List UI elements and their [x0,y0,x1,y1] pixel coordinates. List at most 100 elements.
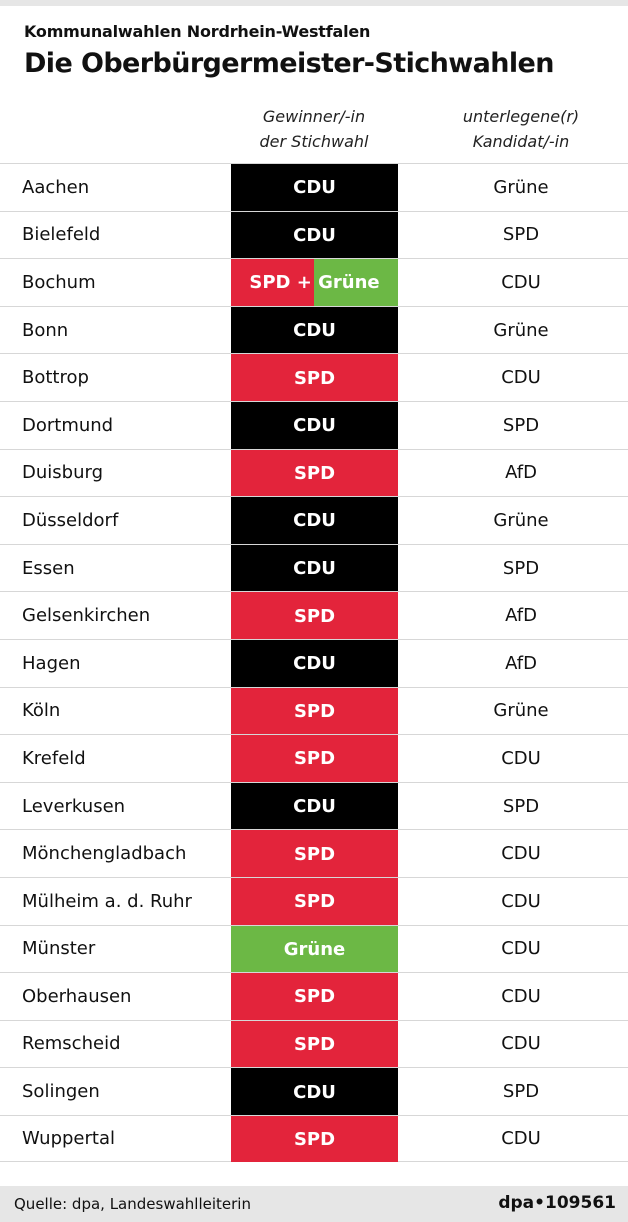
table-row: Hagen CDU AfD [0,638,628,688]
table-row: Köln SPD Grüne [0,686,628,736]
table-row: Remscheid SPD CDU [0,1019,628,1069]
table-row: Münster Grüne CDU [0,924,628,974]
loser-party-label: SPD [502,1081,540,1103]
loser-party-label: CDU [501,843,541,865]
winner-header-line2: der Stichwahl [259,132,369,151]
table-row: Wuppertal SPD CDU [0,1114,628,1163]
city-name: Remscheid [22,1033,121,1055]
winner-header-line1: Gewinner/-in [262,107,366,126]
loser-party-label: Grüne [493,700,549,722]
loser-party-label: SPD [502,414,540,436]
city-name: Bonn [22,319,69,341]
table-row: Dortmund CDU SPD [0,400,628,450]
city-name: Leverkusen [22,795,126,817]
loser-party-label: Grüne [493,176,549,198]
city-name: Mönchengladbach [22,843,187,865]
winner-party-cell: CDU [231,164,398,212]
city-name: Düsseldorf [22,509,119,531]
city-name: Solingen [22,1081,100,1103]
city-name: Köln [22,700,61,722]
loser-party-label: SPD [502,557,540,579]
winner-party-label: SPD + Grüne [249,272,380,294]
city-name: Gelsenkirchen [22,605,151,627]
winner-party-cell: SPD [231,592,398,640]
winner-party-cell: CDU [231,639,398,688]
winner-party-cell: CDU [231,401,398,450]
winner-party-cell: SPD [231,449,398,498]
footer-bar: Quelle: dpa, Landeswahlleiterin dpa•1095… [0,1186,628,1222]
winner-party-cell: SPD [231,973,398,1021]
winner-cell-coalition: SPD + Grüne [231,259,398,307]
winner-party-cell: SPD [231,735,398,783]
loser-party-label: Grüne [493,509,549,531]
table-row: Mönchengladbach SPD CDU [0,829,628,878]
loser-party-label: Grüne [493,319,549,341]
winner-party-cell: Grüne [231,925,398,974]
loser-party-label: CDU [501,1033,541,1055]
city-name: Münster [22,938,96,960]
winner-party-cell: CDU [231,1068,398,1116]
winner-party-cell: SPD [231,354,398,402]
city-name: Dortmund [22,414,114,436]
loser-party-label: SPD [502,224,540,246]
top-bar [0,0,628,6]
loser-party-label: CDU [501,747,541,769]
city-name: Krefeld [22,747,86,769]
results-table: Aachen CDU Grüne Bielefeld CDU SPD Bochum SPD +… [0,163,628,1163]
table-row: Krefeld SPD CDU [0,734,628,783]
winner-party-cell: CDU [231,306,398,355]
loser-party-label: AfD [505,652,537,674]
city-name: Oberhausen [22,985,132,1007]
table-row: Bonn CDU Grüne [0,305,628,355]
loser-party-label: SPD [502,795,540,817]
winner-party-cell: SPD [231,1115,398,1163]
table-row: Mülheim a. d. Ruhr SPD CDU [0,876,628,926]
table-row: Leverkusen CDU SPD [0,781,628,831]
credit-label: dpa•109561 [498,1193,616,1213]
city-name: Mülheim a. d. Ruhr [22,890,192,912]
loser-header-line1: unterlegene(r) [462,107,580,126]
loser-party-label: CDU [501,367,541,389]
coalition-color-spd [231,259,314,307]
table-row: Düsseldorf CDU Grüne [0,496,628,545]
table-row: Bielefeld CDU SPD [0,210,628,260]
city-name: Wuppertal [22,1128,115,1150]
winner-party-cell: CDU [231,544,398,593]
table-row: Bochum SPD + Grüne CDU [0,258,628,307]
winner-party-cell: SPD [231,687,398,736]
coalition-color-gruene [314,259,398,307]
table-row: Essen CDU SPD [0,543,628,593]
winner-party-cell: CDU [231,211,398,260]
winner-party-cell: CDU [231,497,398,545]
city-name: Hagen [22,652,81,674]
table-row: Solingen CDU SPD [0,1067,628,1116]
city-name: Duisburg [22,462,103,484]
loser-party-label: CDU [501,938,541,960]
loser-party-label: AfD [505,605,537,627]
city-name: Bielefeld [22,224,101,246]
table-row: Bottrop SPD CDU [0,353,628,402]
winner-column-header: Gewinner/-in der Stichwahl [230,104,398,154]
table-row: Gelsenkirchen SPD AfD [0,591,628,640]
loser-header-line2: Kandidat/-in [472,132,570,151]
city-name: Aachen [22,176,90,198]
loser-party-label: CDU [501,890,541,912]
winner-party-cell: SPD [231,1020,398,1069]
table-row: Duisburg SPD AfD [0,448,628,498]
table-row: Aachen CDU Grüne [0,163,628,212]
loser-party-label: CDU [501,985,541,1007]
loser-column-header: unterlegene(r) Kandidat/-in [425,104,617,154]
city-name: Bochum [22,271,96,293]
chart-title: Die Oberbürgermeister-Stichwahlen [24,48,554,79]
table-row: Oberhausen SPD CDU [0,972,628,1021]
source-note: Quelle: dpa, Landeswahlleiterin [14,1195,251,1213]
winner-party-cell: CDU [231,782,398,831]
chart-supertitle: Kommunalwahlen Nordrhein-Westfalen [24,22,371,41]
winner-party-cell: SPD [231,877,398,926]
city-name: Bottrop [22,367,89,389]
loser-party-label: AfD [505,462,537,484]
loser-party-label: CDU [501,1128,541,1150]
loser-party-label: CDU [501,271,541,293]
winner-party-cell: SPD [231,830,398,878]
city-name: Essen [22,557,75,579]
